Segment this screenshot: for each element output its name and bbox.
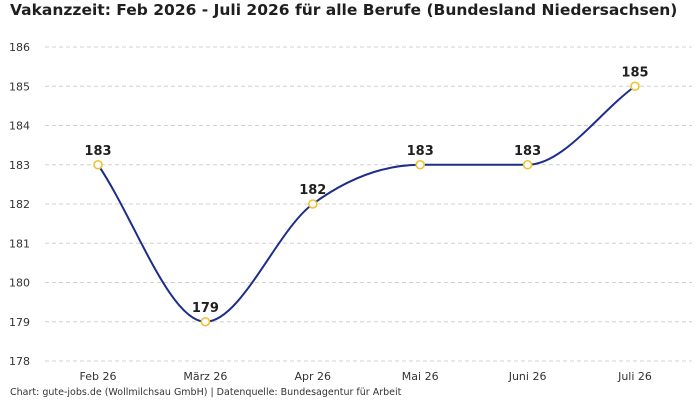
chart-source-note: Chart: gute-jobs.de (Wollmilchsau GmbH) … [10,387,402,398]
data-point-marker [630,81,640,92]
data-point-marker [93,159,103,170]
data-label: 179 [192,301,219,316]
y-tick-label: 182 [9,198,30,211]
data-label: 182 [299,183,326,198]
y-tick-label: 181 [9,237,30,250]
grid-lines [45,46,692,362]
y-tick-label: 185 [9,80,30,93]
y-axis-ticks: 178 179 180 181 182 183 184 185 186 [9,41,30,368]
data-point-marker [522,159,533,170]
x-tick-label: Feb 26 [80,370,117,383]
x-tick-label: März 26 [183,370,227,383]
data-label: 183 [407,144,434,159]
y-tick-label: 178 [9,355,30,368]
data-label: 185 [621,65,648,80]
x-tick-label: Juli 26 [617,370,652,383]
x-tick-label: Mai 26 [402,370,439,383]
data-point-marker [307,199,318,209]
y-tick-label: 180 [9,277,30,290]
x-tick-label: Apr 26 [295,370,332,383]
data-labels: 183 179 182 183 183 185 [84,65,648,316]
chart-title: Vakanzzeit: Feb 2026 - Juli 2026 für all… [10,1,678,19]
data-markers [93,81,640,327]
series-line [97,85,636,323]
data-point-marker [415,159,426,170]
data-label: 183 [84,144,111,159]
y-tick-label: 183 [9,159,30,172]
x-axis-ticks: Feb 26 März 26 Apr 26 Mai 26 Juni 26 Juli 26 [80,370,652,383]
data-label: 183 [514,144,541,159]
x-tick-label: Juni 26 [508,370,547,383]
y-tick-label: 184 [9,120,30,133]
data-point-marker [200,316,211,327]
y-tick-label: 179 [9,316,30,329]
y-tick-label: 186 [9,41,30,54]
